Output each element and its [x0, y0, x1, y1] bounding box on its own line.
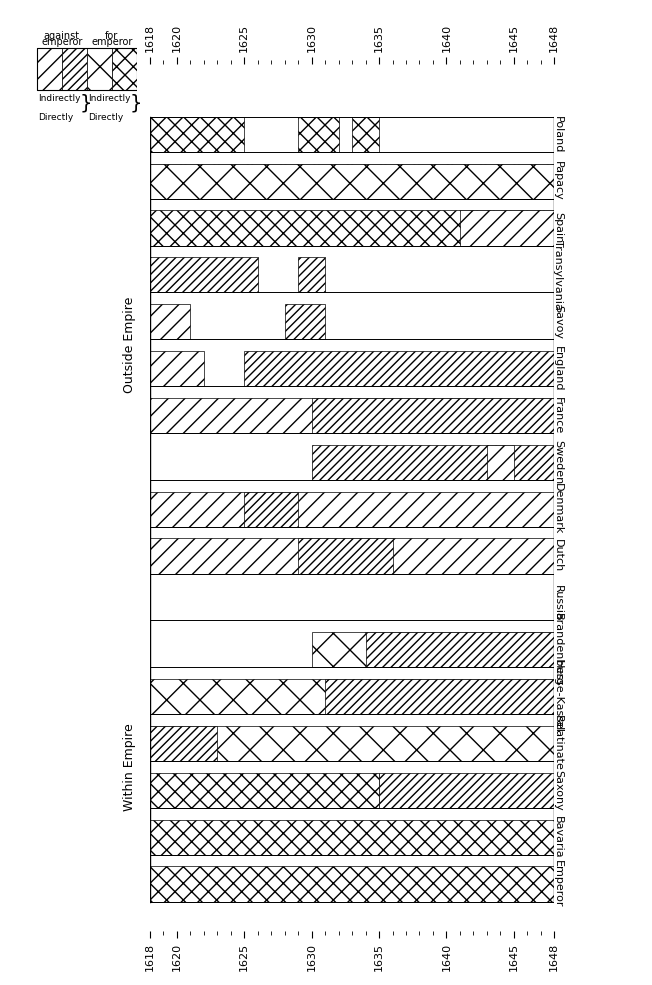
Text: Within Empire: Within Empire	[123, 723, 136, 811]
Bar	[150, 117, 244, 152]
Text: Directly: Directly	[88, 113, 123, 122]
Text: emperor: emperor	[41, 37, 82, 47]
Bar	[37, 48, 62, 90]
Text: against: against	[44, 32, 80, 41]
Text: }: }	[80, 94, 92, 112]
Bar	[298, 117, 338, 152]
Bar	[150, 164, 554, 199]
Bar	[150, 211, 554, 245]
Bar	[150, 726, 554, 761]
Bar	[150, 257, 258, 293]
Bar	[62, 48, 87, 90]
Bar	[285, 304, 325, 339]
Bar	[244, 492, 298, 527]
Bar	[352, 117, 379, 152]
Bar	[37, 48, 137, 90]
Bar	[460, 211, 554, 245]
Bar	[150, 539, 554, 573]
Bar	[150, 164, 554, 199]
Bar	[150, 820, 554, 855]
Text: emperor: emperor	[91, 37, 132, 47]
Bar	[312, 632, 554, 667]
Bar	[150, 398, 554, 433]
Bar	[112, 48, 137, 90]
Bar	[379, 772, 554, 808]
Bar	[150, 679, 554, 714]
Bar	[312, 444, 554, 480]
Bar	[298, 257, 325, 293]
Text: Outside Empire: Outside Empire	[123, 296, 136, 393]
Bar	[366, 632, 554, 667]
Bar	[150, 726, 217, 761]
Text: Indirectly: Indirectly	[38, 94, 80, 103]
Bar	[487, 444, 514, 480]
Text: Indirectly: Indirectly	[88, 94, 130, 103]
Bar	[150, 867, 554, 901]
Bar	[150, 772, 379, 808]
Text: }: }	[129, 94, 142, 112]
Bar	[87, 48, 112, 90]
Bar	[244, 351, 554, 386]
Bar	[150, 304, 190, 339]
Text: for: for	[105, 32, 119, 41]
Bar	[312, 398, 554, 433]
Bar	[150, 492, 554, 527]
Text: Directly: Directly	[38, 113, 73, 122]
Bar	[298, 539, 393, 573]
Bar	[325, 679, 554, 714]
Bar	[150, 351, 204, 386]
